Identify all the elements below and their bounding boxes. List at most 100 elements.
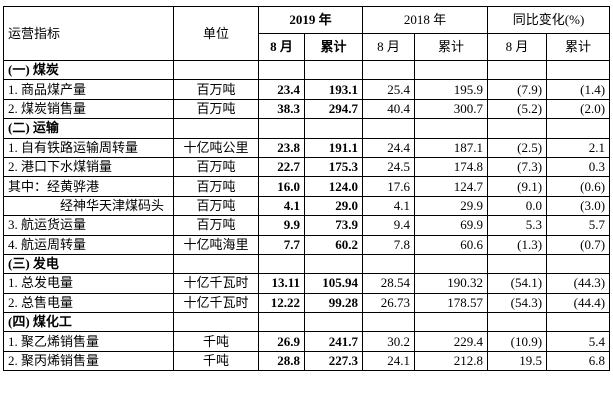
empty-cell [258, 59, 305, 81]
value-cell: (2.0) [546, 98, 611, 120]
metric-name: 1. 总发电量 [3, 273, 174, 294]
empty-cell [173, 59, 259, 81]
empty-cell [258, 118, 305, 139]
empty-cell [414, 312, 489, 333]
empty-cell [303, 59, 364, 81]
metric-name: 2. 聚丙烯销售量 [3, 350, 174, 372]
value-cell: (2.5) [487, 137, 548, 158]
value-cell: 7.7 [258, 234, 305, 255]
value-cell: 294.7 [303, 98, 364, 120]
value-cell: 29.9 [414, 195, 489, 217]
unit: 十亿千瓦时 [173, 292, 259, 314]
value-cell: 187.1 [414, 137, 489, 158]
value-cell: 178.57 [414, 292, 489, 314]
value-cell: (44.4) [546, 292, 611, 314]
section-title: (二) 运输 [3, 118, 174, 139]
section-row: (一) 煤炭 [3, 59, 611, 81]
header-sub: 累计 [546, 33, 611, 61]
empty-cell [487, 253, 548, 275]
value-cell: 175.3 [303, 156, 364, 178]
value-cell: (0.6) [546, 176, 611, 197]
value-cell: 124.0 [303, 176, 364, 197]
empty-cell [546, 253, 611, 275]
value-cell: 24.4 [362, 137, 416, 158]
value-cell: (1.3) [487, 234, 548, 255]
empty-cell [487, 59, 548, 81]
empty-cell [414, 118, 489, 139]
section-row: (二) 运输 [3, 118, 611, 139]
empty-cell [487, 118, 548, 139]
value-cell: 300.7 [414, 98, 489, 120]
unit: 千吨 [173, 350, 259, 372]
metric-name: 1. 自有铁路运输周转量 [3, 137, 174, 158]
value-cell: 5.4 [546, 331, 611, 352]
data-row: 1. 商品煤产量 百万吨 23.4 193.1 25.4 195.9 (7.9) (1.4) [3, 79, 611, 100]
empty-cell [173, 118, 259, 139]
section-row: (四) 煤化工 [3, 312, 611, 333]
data-row: 1. 总发电量 十亿千瓦时 13.11 105.94 28.54 190.32 (54.1)… [3, 273, 611, 294]
empty-cell [362, 59, 416, 81]
value-cell: 174.8 [414, 156, 489, 178]
data-row: 3. 航运货运量 百万吨 9.9 73.9 9.4 69.9 5.3 5.7 [3, 215, 611, 236]
value-cell: (3.0) [546, 195, 611, 217]
section-title: (一) 煤炭 [3, 59, 174, 81]
empty-cell [173, 312, 259, 333]
value-cell: 193.1 [303, 79, 364, 100]
value-cell: 191.1 [303, 137, 364, 158]
value-cell: 60.2 [303, 234, 364, 255]
value-cell: 24.1 [362, 350, 416, 372]
section-title: (三) 发电 [3, 253, 174, 275]
value-cell: 212.8 [414, 350, 489, 372]
table-header: 运营指标 单位 2019 年 2018 年 同比变化(%) 8 月 累计 8 月… [3, 6, 611, 61]
empty-cell [546, 59, 611, 81]
data-row: 4. 航运周转量 十亿吨海里 7.7 60.2 7.8 60.6 (1.3) (0.7) [3, 234, 611, 255]
value-cell: 9.9 [258, 215, 305, 236]
header-sub: 8 月 [487, 33, 548, 61]
metric-name: 4. 航运周转量 [3, 234, 174, 255]
value-cell: 227.3 [303, 350, 364, 372]
header-year: 2018 年 [362, 6, 489, 34]
empty-cell [173, 253, 259, 275]
unit: 百万吨 [173, 195, 259, 217]
data-row: 其中：经黄骅港 百万吨 16.0 124.0 17.6 124.7 (9.1) (0.6) [3, 176, 611, 197]
value-cell: (7.9) [487, 79, 548, 100]
empty-cell [487, 312, 548, 333]
unit: 百万吨 [173, 156, 259, 178]
value-cell: 12.22 [258, 292, 305, 314]
data-row: 2. 煤炭销售量 百万吨 38.3 294.7 40.4 300.7 (5.2) (2.0) [3, 98, 611, 120]
header-sub: 累计 [303, 33, 364, 61]
metric-name: 经神华天津煤码头 [3, 195, 174, 217]
data-row: 经神华天津煤码头 百万吨 4.1 29.0 4.1 29.9 0.0 (3.0) [3, 195, 611, 217]
unit: 百万吨 [173, 176, 259, 197]
value-cell: 7.8 [362, 234, 416, 255]
value-cell: 6.8 [546, 350, 611, 372]
empty-cell [362, 118, 416, 139]
empty-cell [258, 253, 305, 275]
value-cell: 26.73 [362, 292, 416, 314]
value-cell: 4.1 [362, 195, 416, 217]
value-cell: 5.7 [546, 215, 611, 236]
value-cell: (0.7) [546, 234, 611, 255]
empty-cell [362, 312, 416, 333]
metric-name: 其中：经黄骅港 [3, 176, 174, 197]
value-cell: 29.0 [303, 195, 364, 217]
value-cell: 0.3 [546, 156, 611, 178]
header-sub: 8 月 [258, 33, 305, 61]
value-cell: 229.4 [414, 331, 489, 352]
header-metric: 运营指标 [3, 6, 174, 61]
value-cell: 28.54 [362, 273, 416, 294]
section-title: (四) 煤化工 [3, 312, 174, 333]
value-cell: 23.8 [258, 137, 305, 158]
empty-cell [303, 118, 364, 139]
value-cell: (1.4) [546, 79, 611, 100]
empty-cell [303, 312, 364, 333]
value-cell: (9.1) [487, 176, 548, 197]
header-sub: 8 月 [362, 33, 416, 61]
value-cell: 23.4 [258, 79, 305, 100]
empty-cell [414, 253, 489, 275]
unit: 百万吨 [173, 79, 259, 100]
metric-name: 1. 聚乙烯销售量 [3, 331, 174, 352]
value-cell: 24.5 [362, 156, 416, 178]
value-cell: 2.1 [546, 137, 611, 158]
value-cell: 73.9 [303, 215, 364, 236]
